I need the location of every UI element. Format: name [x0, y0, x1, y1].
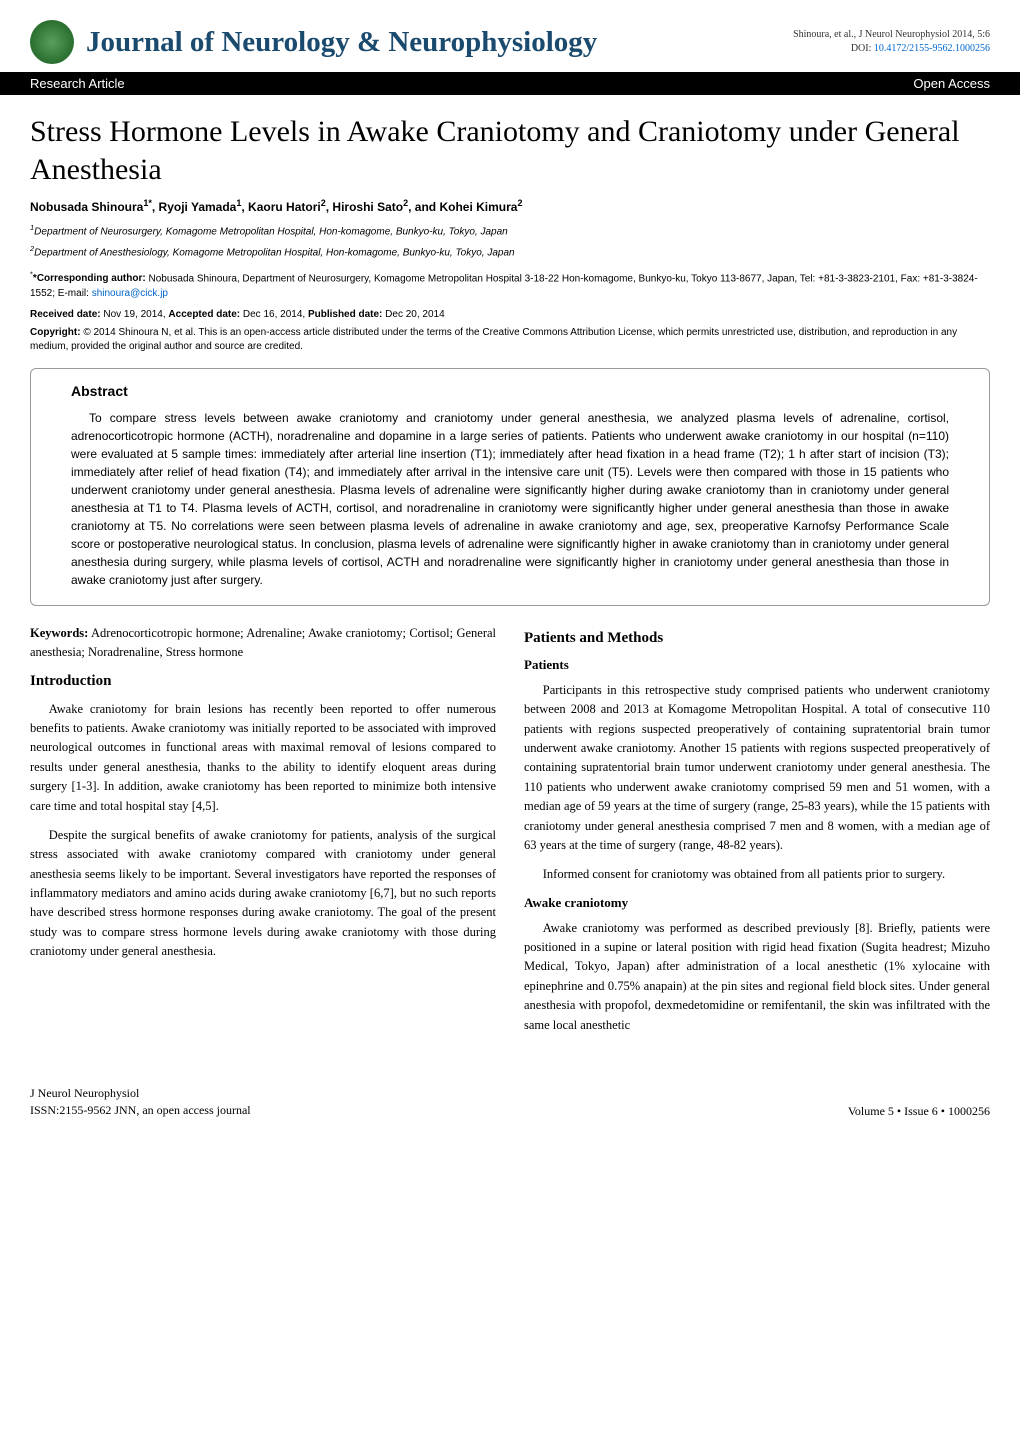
doi-line: DOI: 10.4172/2155-9562.1000256: [793, 42, 990, 56]
author-name: Kohei Kimura: [439, 200, 517, 214]
keywords-heading: Keywords:: [30, 626, 88, 640]
open-access-label: Open Access: [913, 76, 990, 91]
affiliation-1: 1Department of Neurosurgery, Komagome Me…: [0, 220, 1020, 241]
received-date: Nov 19, 2014,: [101, 309, 169, 320]
published-label: Published date:: [308, 309, 382, 320]
patients-methods-heading: Patients and Methods: [524, 630, 990, 647]
footer-volume-issue: Volume 5 • Issue 6 • 1000256: [848, 1104, 990, 1119]
intro-p1: Awake craniotomy for brain lesions has r…: [30, 700, 496, 816]
awake-p1: Awake craniotomy was performed as descri…: [524, 919, 990, 1035]
citation-line: Shinoura, et al., J Neurol Neurophysiol …: [793, 28, 990, 42]
patients-subheading: Patients: [524, 657, 990, 673]
right-column: Patients and Methods Patients Participan…: [524, 624, 990, 1045]
journal-logo-icon: [30, 20, 74, 64]
accepted-date: Dec 16, 2014,: [240, 309, 308, 320]
journal-title-wrap: Journal of Neurology & Neurophysiology: [30, 20, 597, 64]
left-column: Keywords: Adrenocorticotropic hormone; A…: [30, 624, 496, 1045]
abstract-text: To compare stress levels between awake c…: [71, 409, 949, 589]
author-name: Hiroshi Sato: [332, 200, 403, 214]
corresponding-email-link[interactable]: shinoura@cick.jp: [92, 288, 168, 299]
received-label: Received date:: [30, 309, 101, 320]
accepted-label: Accepted date:: [168, 309, 240, 320]
authors-line: Nobusada Shinoura1*, Ryoji Yamada1, Kaor…: [0, 194, 1020, 220]
corresponding-label: **Corresponding author:: [30, 273, 146, 284]
page-footer: J Neurol Neurophysiol ISSN:2155-9562 JNN…: [0, 1075, 1020, 1149]
doi-prefix: DOI:: [851, 43, 874, 54]
published-date: Dec 20, 2014: [382, 309, 444, 320]
copyright-text: © 2014 Shinoura N, et al. This is an ope…: [30, 327, 957, 352]
article-type-bar: Research Article Open Access: [0, 72, 1020, 95]
affiliation-2: 2Department of Anesthesiology, Komagome …: [0, 241, 1020, 262]
author-name: Nobusada Shinoura: [30, 200, 143, 214]
abstract-heading: Abstract: [71, 383, 949, 399]
author-name: Kaoru Hatori: [248, 200, 321, 214]
keywords-paragraph: Keywords: Adrenocorticotropic hormone; A…: [30, 624, 496, 663]
copyright-label: Copyright:: [30, 327, 81, 338]
journal-header: Journal of Neurology & Neurophysiology S…: [0, 0, 1020, 72]
article-title: Stress Hormone Levels in Awake Craniotom…: [0, 95, 1020, 194]
intro-p2: Despite the surgical benefits of awake c…: [30, 826, 496, 962]
footer-issn: ISSN:2155-9562 JNN, an open access journ…: [30, 1102, 251, 1119]
research-article-label: Research Article: [30, 76, 125, 91]
patients-p1: Participants in this retrospective study…: [524, 681, 990, 855]
footer-left: J Neurol Neurophysiol ISSN:2155-9562 JNN…: [30, 1085, 251, 1119]
footer-journal-abbrev: J Neurol Neurophysiol: [30, 1085, 251, 1102]
body-columns: Keywords: Adrenocorticotropic hormone; A…: [0, 624, 1020, 1075]
author-name: Ryoji Yamada: [159, 200, 237, 214]
awake-subheading: Awake craniotomy: [524, 895, 990, 911]
patients-p2: Informed consent for craniotomy was obta…: [524, 865, 990, 884]
corresponding-author: **Corresponding author: Nobusada Shinour…: [0, 263, 1020, 303]
abstract-box: Abstract To compare stress levels betwee…: [30, 368, 990, 606]
journal-title: Journal of Neurology & Neurophysiology: [86, 26, 597, 59]
publication-dates: Received date: Nov 19, 2014, Accepted da…: [0, 303, 1020, 322]
introduction-heading: Introduction: [30, 673, 496, 690]
keywords-text: Adrenocorticotropic hormone; Adrenaline;…: [30, 626, 496, 659]
doi-link[interactable]: 10.4172/2155-9562.1000256: [874, 43, 990, 54]
citation-block: Shinoura, et al., J Neurol Neurophysiol …: [793, 28, 990, 56]
corresponding-text: Nobusada Shinoura, Department of Neurosu…: [30, 273, 978, 299]
copyright-notice: Copyright: © 2014 Shinoura N, et al. Thi…: [0, 322, 1020, 368]
